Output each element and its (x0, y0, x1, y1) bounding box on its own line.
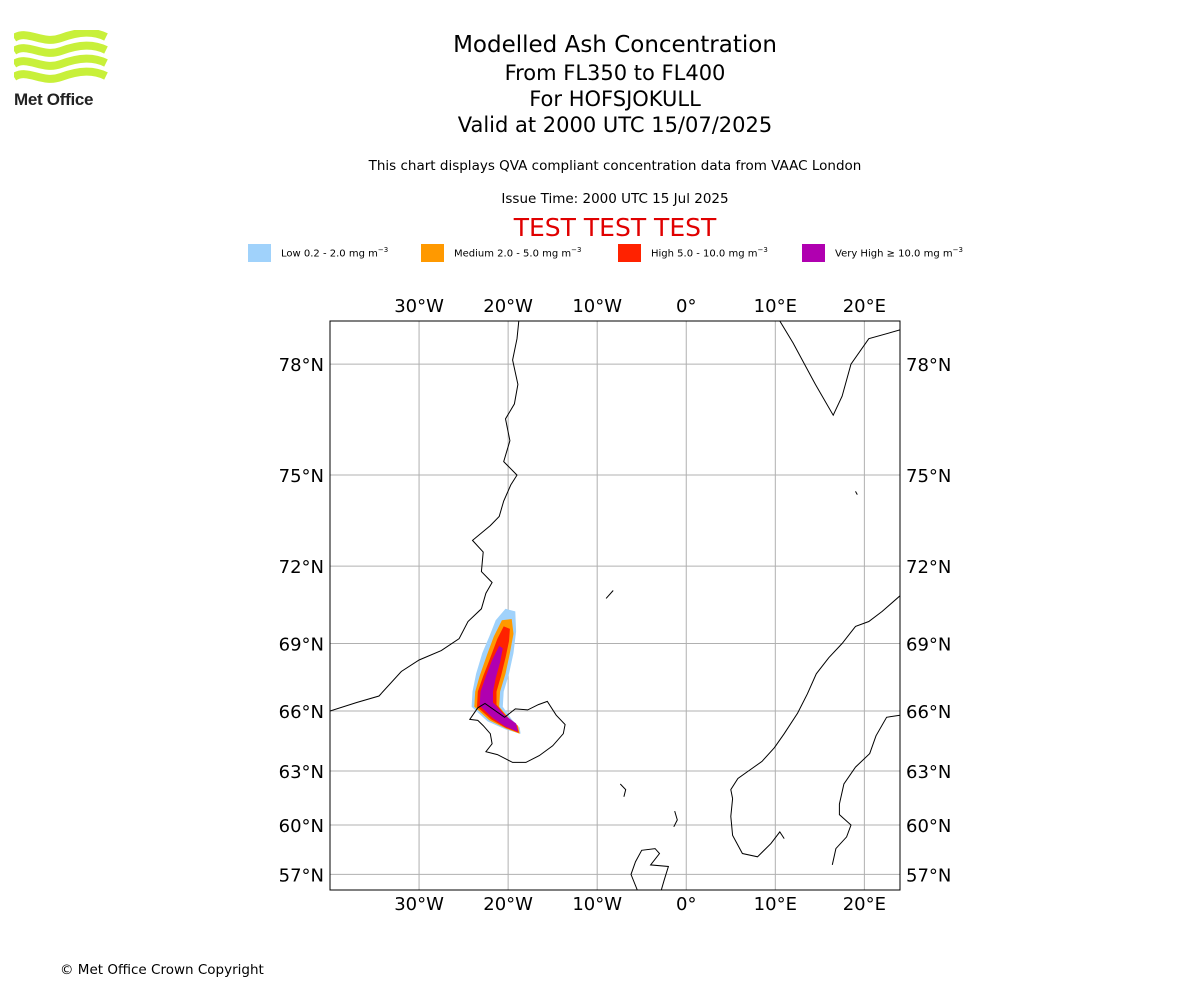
valid-time: Valid at 2000 UTC 15/07/2025 (457, 113, 773, 137)
lat-tick-label: 78°N (279, 355, 324, 376)
met-office-wave-logo-icon (11, 28, 108, 83)
ash-plume (471, 608, 521, 734)
volcano-name: For HOFSJOKULL (529, 87, 701, 111)
qva-note: This chart displays QVA compliant concen… (368, 158, 862, 174)
logo-text: Met Office (14, 90, 94, 109)
lat-tick-label: 69°N (906, 634, 951, 655)
lat-tick-label: 60°N (906, 816, 951, 837)
lon-tick-label: 10°E (754, 894, 797, 915)
coastline-shetland (673, 810, 678, 828)
lat-tick-label: 63°N (906, 762, 951, 783)
lon-tick-label: 20°E (843, 296, 886, 317)
plume-very-high (479, 645, 518, 732)
legend-swatch-high (618, 244, 641, 262)
lon-tick-label: 10°E (754, 296, 797, 317)
lon-tick-label: 0° (676, 894, 696, 915)
legend-item-low: Low 0.2 - 2.0 mg m−3 (248, 244, 388, 262)
legend-label-high: High 5.0 - 10.0 mg m (651, 248, 758, 260)
legend-item-high: High 5.0 - 10.0 mg m−3 (618, 244, 768, 262)
coastline-svalbard (779, 321, 900, 417)
map-frame (329, 320, 901, 891)
logo-wave (11, 54, 108, 70)
test-banner: TEST TEST TEST (513, 213, 717, 242)
axis-labels: 30°W 30°W 20°W 20°W 10°W 10°W 0° 0° 10°E 10°E 20°E… (279, 296, 952, 915)
lon-tick-label: 0° (676, 296, 696, 317)
legend-item-very-high: Very High ≥ 10.0 mg m−3 (802, 244, 963, 262)
lat-tick-label: 57°N (279, 865, 324, 886)
logo-wave (11, 28, 108, 44)
coastline-bear-island (855, 491, 858, 495)
logo-wave (11, 41, 108, 57)
legend-label-low: Low 0.2 - 2.0 mg m (281, 248, 378, 260)
lat-tick-label: 69°N (279, 634, 324, 655)
lon-tick-label: 10°W (572, 894, 622, 915)
lat-tick-label: 57°N (906, 865, 951, 886)
lat-tick-label: 72°N (279, 557, 324, 578)
coastline-sweden-coast (831, 714, 900, 866)
legend-swatch-medium (421, 244, 444, 262)
legend-label-medium: Medium 2.0 - 5.0 mg m (454, 248, 572, 260)
legend-item-medium: Medium 2.0 - 5.0 mg m−3 (421, 244, 581, 262)
coastline-greenland (330, 321, 520, 712)
coastlines (330, 321, 900, 890)
lon-tick-label: 20°W (483, 894, 533, 915)
legend-swatch-low (248, 244, 271, 262)
lat-tick-label: 60°N (279, 816, 324, 837)
lat-tick-label: 75°N (279, 466, 324, 487)
met-office-logo: Met Office (11, 28, 108, 112)
coastline-jan-mayen (605, 590, 614, 599)
legend-swatch-very-high (802, 244, 825, 262)
lat-tick-label: 75°N (906, 466, 951, 487)
copyright: © Met Office Crown Copyright (60, 962, 264, 978)
legend: Low 0.2 - 2.0 mg m−3 Medium 2.0 - 5.0 mg… (0, 244, 1200, 264)
lon-tick-label: 30°W (394, 894, 444, 915)
lon-tick-label: 20°W (483, 296, 533, 317)
lat-tick-label: 66°N (906, 702, 951, 723)
lat-tick-label: 66°N (279, 702, 324, 723)
lat-tick-label: 72°N (906, 557, 951, 578)
coastline-uk-north (630, 848, 670, 890)
lon-tick-label: 30°W (394, 296, 444, 317)
coastline-faroe (619, 783, 627, 797)
coastline-norway-south (730, 798, 785, 858)
lat-tick-label: 78°N (906, 355, 951, 376)
graticule (330, 321, 900, 890)
issue-time: Issue Time: 2000 UTC 15 Jul 2025 (501, 191, 729, 207)
lat-tick-label: 63°N (279, 762, 324, 783)
chart-header: Modelled Ash Concentration From FL350 to… (330, 30, 900, 138)
chart-title: Modelled Ash Concentration (453, 32, 777, 58)
coastline-iceland (468, 700, 566, 763)
flight-levels: From FL350 to FL400 (504, 61, 726, 85)
coastline-scandinavia (730, 595, 900, 799)
logo-wave (11, 67, 108, 83)
legend-label-very-high: Very High ≥ 10.0 mg m (835, 248, 953, 260)
lon-tick-label: 20°E (843, 894, 886, 915)
lon-tick-label: 10°W (572, 296, 622, 317)
